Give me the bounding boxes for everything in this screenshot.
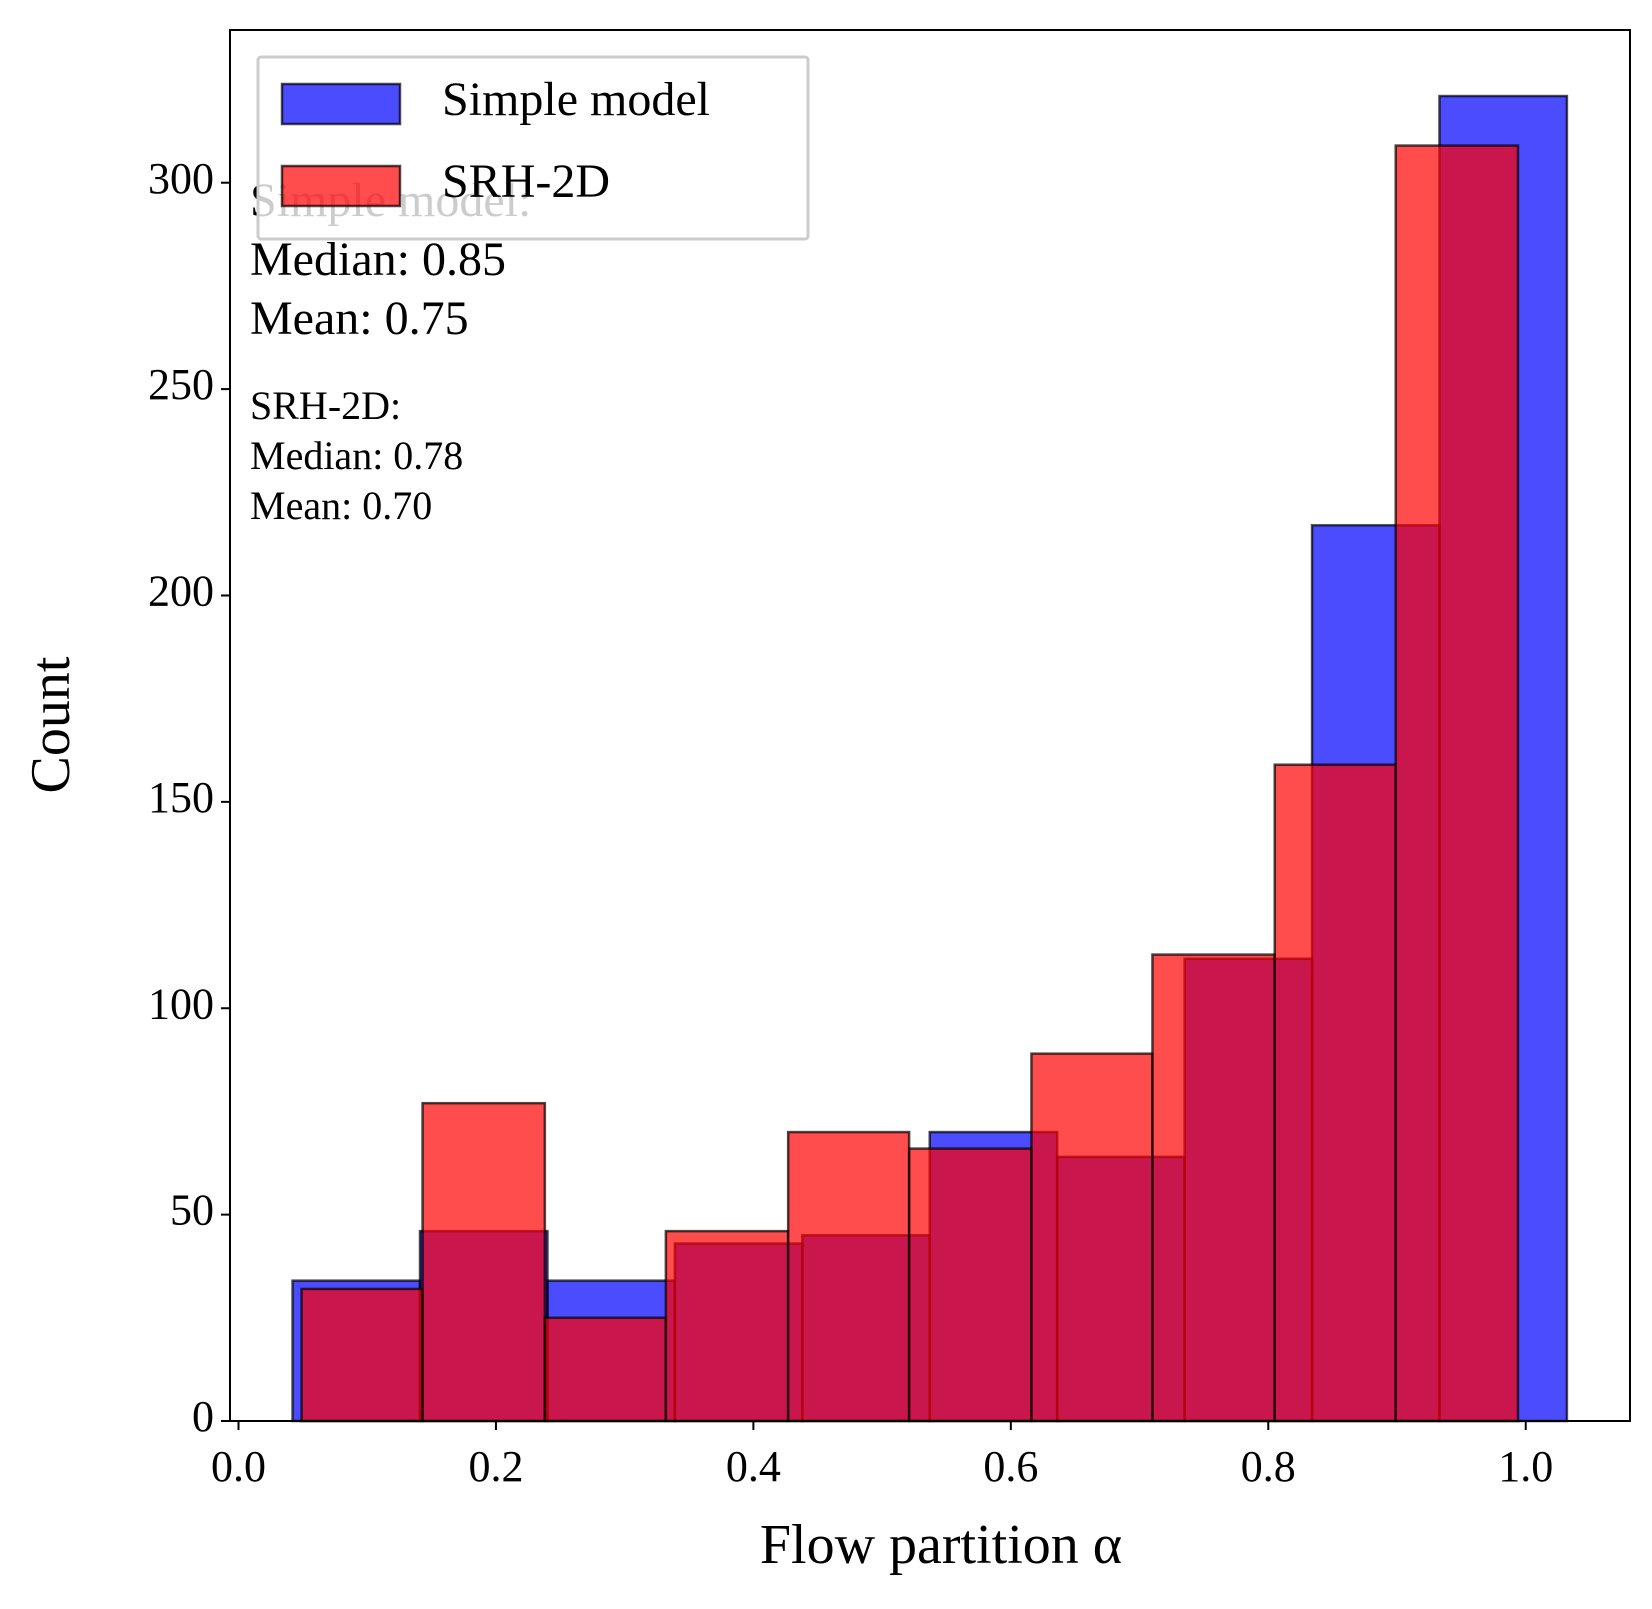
y-tick-label: 50 [170,1186,214,1235]
y-tick-label: 100 [148,979,214,1028]
x-tick-label: 0.2 [468,1442,523,1491]
bar [1030,1052,1154,1423]
x-axis-label: Flow partition α [760,1514,1122,1576]
annotation: Median: 0.78 [250,433,463,478]
bar [421,1101,547,1423]
x-tick-label: 1.0 [1498,1442,1553,1491]
x-tick-label: 0.0 [211,1442,266,1491]
bar [1394,144,1520,1423]
bar [300,1287,424,1423]
annotation: Median: 0.85 [250,233,506,286]
y-tick-label: 250 [148,360,214,409]
annotation: Mean: 0.70 [250,483,432,528]
plot-frame [229,29,1631,1422]
annotation: Mean: 0.75 [250,292,469,345]
annotation: SRH-2D: [250,383,401,428]
legend-label: SRH-2D [442,155,610,208]
bar [907,1147,1033,1423]
bar [1273,763,1397,1423]
legend-swatch [280,164,402,208]
x-tick-label: 0.8 [1241,1442,1296,1491]
legend-swatch [280,82,402,126]
bar [543,1316,668,1423]
y-tick-label: 200 [148,567,214,616]
y-axis-label: Count [20,656,82,793]
bar [664,1229,790,1423]
x-tick-label: 0.6 [983,1442,1038,1491]
bar [1151,953,1276,1423]
y-tick-label: 0 [192,1392,214,1441]
legend-label: Simple model [442,73,710,126]
y-tick-label: 300 [148,154,214,203]
y-tick-label: 150 [148,773,214,822]
bar [786,1130,911,1423]
x-tick-label: 0.4 [726,1442,781,1491]
